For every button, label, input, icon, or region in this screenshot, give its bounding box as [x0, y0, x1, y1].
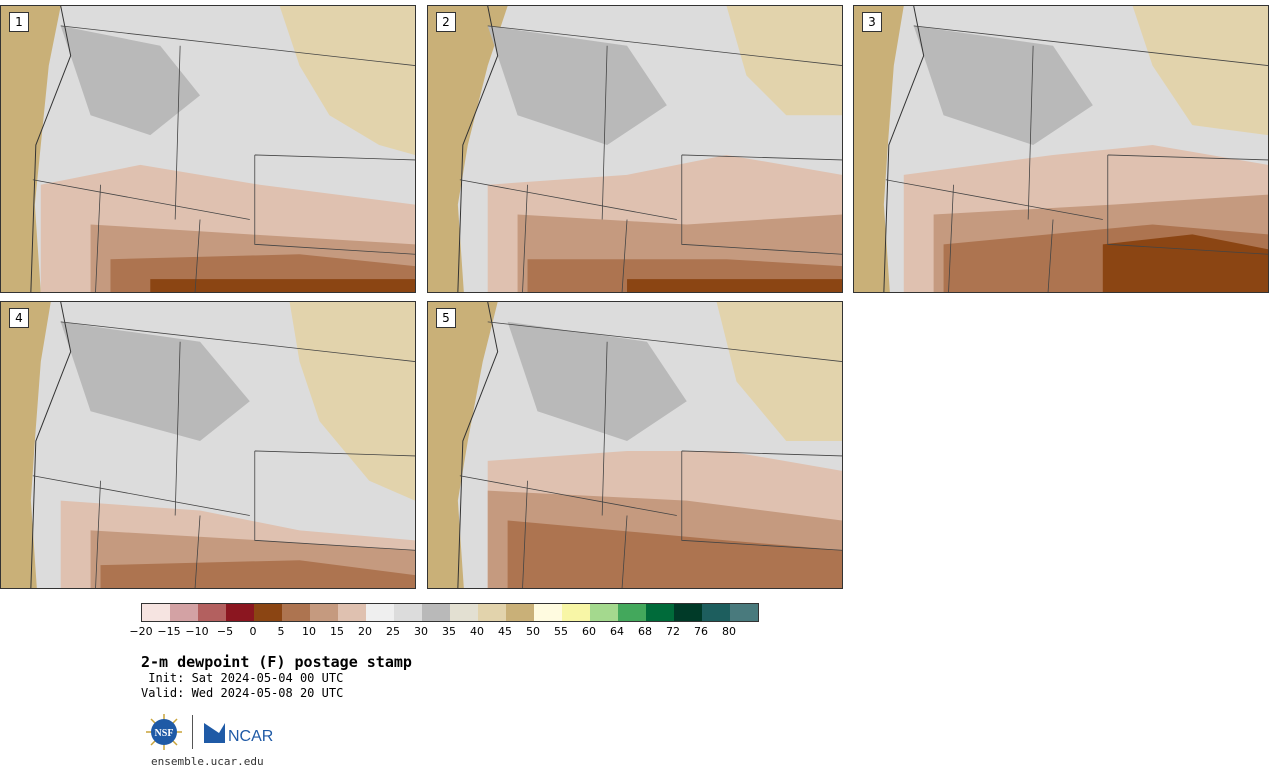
colorbar-tick-label: 15	[330, 625, 344, 638]
colorbar-swatch	[142, 604, 170, 621]
colorbar-swatch	[618, 604, 646, 621]
colorbar-tick-label: 55	[554, 625, 568, 638]
dewpoint-map	[428, 302, 842, 588]
colorbar-swatch	[506, 604, 534, 621]
init-time: Init: Sat 2024-05-04 00 UTC	[141, 671, 344, 685]
colorbar-swatch	[730, 604, 758, 621]
map-panel-1: 1	[0, 5, 416, 293]
colorbar-tick-label: 10	[302, 625, 316, 638]
colorbar-swatch	[226, 604, 254, 621]
map-panel-3: 3	[853, 5, 1269, 293]
logo-divider	[192, 715, 193, 749]
colorbar	[141, 603, 759, 622]
colorbar-tick-label: −10	[185, 625, 209, 638]
nsf-logo: NSF	[146, 714, 182, 750]
colorbar-tick-label: 68	[638, 625, 652, 638]
dewpoint-map	[1, 6, 415, 292]
map-panel-5: 5	[427, 301, 843, 589]
colorbar-tick-label: 0	[249, 625, 257, 638]
svg-text:NSF: NSF	[155, 728, 174, 739]
website-url: ensemble.ucar.edu	[151, 755, 264, 768]
colorbar-swatch	[450, 604, 478, 621]
colorbar-tick-label: 76	[694, 625, 708, 638]
svg-text:NCAR: NCAR	[228, 728, 273, 745]
colorbar-tick-label: 20	[358, 625, 372, 638]
colorbar-ticks: −20 −15 −10 −5 0 5 10 15 20 25 30 35 40 45 50 55 60 64 68 7…	[129, 625, 761, 639]
colorbar-tick-label: 35	[442, 625, 456, 638]
colorbar-swatch	[394, 604, 422, 621]
colorbar-tick-label: 30	[414, 625, 428, 638]
ncar-logo: NCAR	[204, 723, 273, 745]
colorbar-tick-label: −5	[216, 625, 234, 638]
colorbar-tick-label: −20	[129, 625, 153, 638]
colorbar-swatch	[646, 604, 674, 621]
map-panel-4: 4	[0, 301, 416, 589]
colorbar-swatch	[702, 604, 730, 621]
colorbar-tick-label: 60	[582, 625, 596, 638]
map-panel-2: 2	[427, 5, 843, 293]
dewpoint-map	[428, 6, 842, 292]
colorbar-tick-label: 64	[610, 625, 624, 638]
colorbar-tick-label: 50	[526, 625, 540, 638]
chart-title: 2-m dewpoint (F) postage stamp	[141, 653, 412, 671]
colorbar-swatch	[170, 604, 198, 621]
colorbar-swatch	[310, 604, 338, 621]
colorbar-tick-label: −15	[157, 625, 181, 638]
colorbar-swatch	[282, 604, 310, 621]
panel-number: 2	[436, 12, 456, 32]
colorbar-swatch	[478, 604, 506, 621]
panel-number: 4	[9, 308, 29, 328]
colorbar-tick-label: 40	[470, 625, 484, 638]
panel-number: 5	[436, 308, 456, 328]
colorbar-swatch	[366, 604, 394, 621]
colorbar-tick-label: 72	[666, 625, 680, 638]
panel-number: 3	[862, 12, 882, 32]
panel-number: 1	[9, 12, 29, 32]
logos: NSF NCAR	[146, 714, 277, 750]
colorbar-swatch	[198, 604, 226, 621]
colorbar-swatch	[422, 604, 450, 621]
colorbar-tick-label: 25	[386, 625, 400, 638]
colorbar-swatch	[674, 604, 702, 621]
colorbar-tick-label: 80	[722, 625, 736, 638]
dewpoint-map	[1, 302, 415, 588]
valid-time: Valid: Wed 2024-05-08 20 UTC	[141, 686, 344, 700]
colorbar-swatch	[338, 604, 366, 621]
colorbar-swatch	[534, 604, 562, 621]
colorbar-swatch	[254, 604, 282, 621]
colorbar-swatch	[590, 604, 618, 621]
colorbar-swatch	[562, 604, 590, 621]
colorbar-tick-label: 5	[277, 625, 285, 638]
dewpoint-map	[854, 6, 1268, 292]
colorbar-tick-label: 45	[498, 625, 512, 638]
